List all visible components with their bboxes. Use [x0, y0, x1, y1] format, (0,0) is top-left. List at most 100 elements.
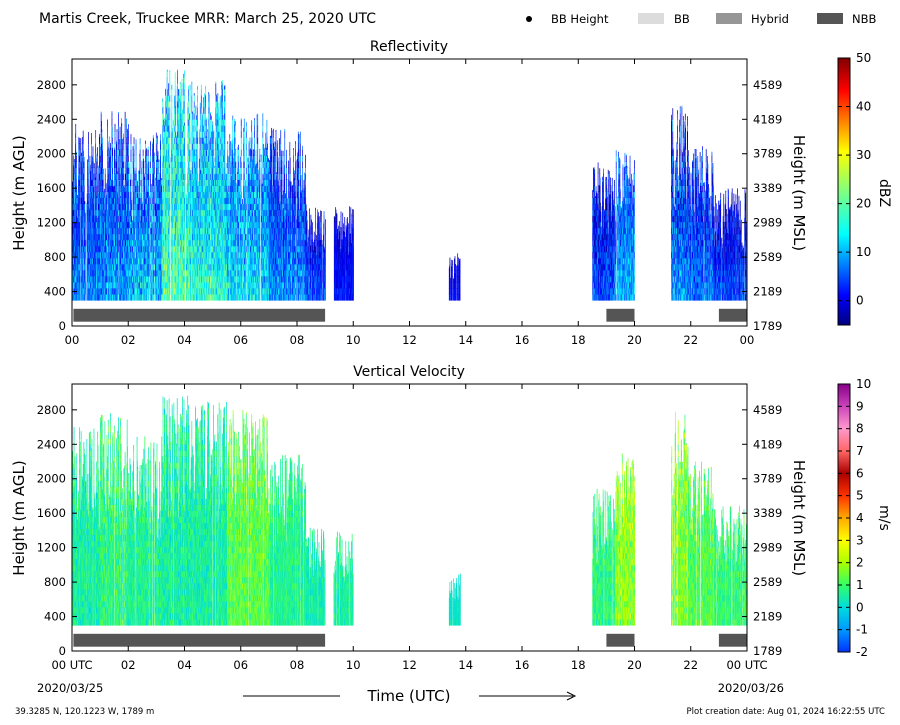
heatmap-cell	[92, 264, 93, 270]
heatmap-cell	[79, 186, 80, 192]
heatmap-cell	[88, 132, 89, 138]
heatmap-cell	[88, 161, 89, 167]
heatmap-cell	[79, 210, 80, 216]
heatmap-cell	[85, 288, 86, 294]
heatmap-cell	[91, 204, 92, 210]
heatmap-cell	[75, 143, 76, 149]
heatmap-cell	[84, 252, 85, 258]
heatmap-cell	[92, 161, 93, 167]
heatmap-cell	[92, 294, 93, 300]
heatmap-cell	[79, 276, 80, 282]
heatmap-cell	[90, 156, 91, 162]
heatmap-cell	[91, 252, 92, 258]
heatmap-cell	[83, 137, 84, 143]
heatmap-cell	[79, 174, 80, 180]
heatmap-cell	[87, 180, 88, 186]
heatmap-cell	[92, 288, 93, 294]
heatmap-cell	[91, 246, 92, 252]
heatmap-cell	[74, 174, 75, 180]
heatmap-cell	[79, 192, 80, 198]
heatmap-cell	[79, 161, 80, 167]
heatmap-cell	[85, 270, 86, 276]
legend-label-hybrid: Hybrid	[751, 12, 789, 26]
legend-label-bb: BB	[674, 12, 690, 26]
heatmap-cell	[75, 174, 76, 180]
heatmap-cell	[84, 180, 85, 186]
heatmap-cell	[79, 210, 80, 216]
heatmap-cell	[76, 186, 77, 192]
heatmap-cell	[84, 258, 85, 264]
heatmap-cell	[79, 276, 80, 282]
heatmap-cell	[91, 294, 92, 300]
heatmap-cell	[84, 161, 85, 167]
heatmap-cell	[92, 246, 93, 252]
heatmap-cell	[75, 168, 76, 174]
heatmap-cell	[85, 216, 86, 222]
heatmap-cell	[79, 252, 80, 258]
heatmap-cell	[87, 168, 88, 174]
heatmap-cell	[84, 204, 85, 210]
heatmap-cell	[84, 174, 85, 180]
heatmap-cell	[79, 288, 80, 294]
heatmap-cell	[75, 131, 76, 137]
heatmap-cell	[79, 216, 80, 222]
heatmap-cell	[81, 186, 82, 192]
heatmap-cell	[79, 270, 80, 276]
heatmap-cell	[79, 143, 80, 144]
heatmap-cell	[91, 192, 92, 198]
heatmap-cell	[87, 186, 88, 192]
heatmap-cell	[84, 288, 85, 294]
heatmap-cell	[83, 192, 84, 198]
heatmap-cell	[89, 228, 90, 234]
heatmap-cell	[76, 198, 77, 204]
heatmap-cell	[92, 192, 93, 198]
heatmap-cell	[88, 143, 89, 149]
heatmap-cell	[76, 161, 77, 167]
heatmap-cell	[84, 276, 85, 282]
heatmap-cell	[73, 155, 74, 161]
heatmap-cell	[73, 174, 74, 180]
heatmap-cell	[83, 258, 84, 264]
heatmap-cell	[91, 161, 92, 167]
heatmap-cell	[91, 186, 92, 192]
heatmap-cell	[89, 252, 90, 258]
heatmap-cell	[77, 204, 78, 210]
heatmap-cell	[89, 198, 90, 204]
heatmap-cell	[79, 138, 80, 144]
heatmap-cell	[92, 174, 93, 180]
heatmap-cell	[79, 246, 80, 252]
legend-label-bb-height: BB Height	[551, 12, 609, 26]
heatmap-cell	[89, 210, 90, 216]
heatmap-cell	[88, 186, 89, 192]
heatmap-cell	[83, 270, 84, 276]
heatmap-cell	[79, 264, 80, 270]
figure-title: Martis Creek, Truckee MRR: March 25, 202…	[39, 11, 376, 27]
heatmap-cell	[79, 216, 80, 222]
heatmap-cell	[83, 168, 84, 174]
heatmap-cell	[83, 264, 84, 270]
heatmap-cell	[92, 210, 93, 216]
heatmap-cell	[83, 131, 84, 132]
heatmap-cell	[85, 294, 86, 300]
heatmap-cell	[75, 125, 76, 131]
heatmap-cell	[84, 210, 85, 216]
heatmap-cell	[91, 288, 92, 294]
heatmap-cell	[92, 204, 93, 210]
heatmap-cell	[84, 264, 85, 270]
heatmap-cell	[75, 180, 76, 186]
heatmap-cell	[79, 143, 80, 149]
heatmap-cell	[83, 288, 84, 294]
heatmap-cell	[84, 186, 85, 192]
figure: Martis Creek, Truckee MRR: March 25, 202…	[0, 0, 900, 725]
heatmap-cell	[83, 240, 84, 246]
heatmap-cell	[91, 210, 92, 216]
heatmap-cell	[83, 216, 84, 222]
heatmap-cell	[83, 204, 84, 210]
heatmap-cell	[79, 228, 80, 234]
heatmap-cell	[75, 161, 76, 167]
heatmap-cell	[84, 234, 85, 240]
reflectivity-title: Reflectivity	[370, 39, 448, 55]
heatmap-cell	[91, 216, 92, 222]
heatmap-cell	[79, 282, 80, 288]
heatmap-cell	[91, 270, 92, 276]
